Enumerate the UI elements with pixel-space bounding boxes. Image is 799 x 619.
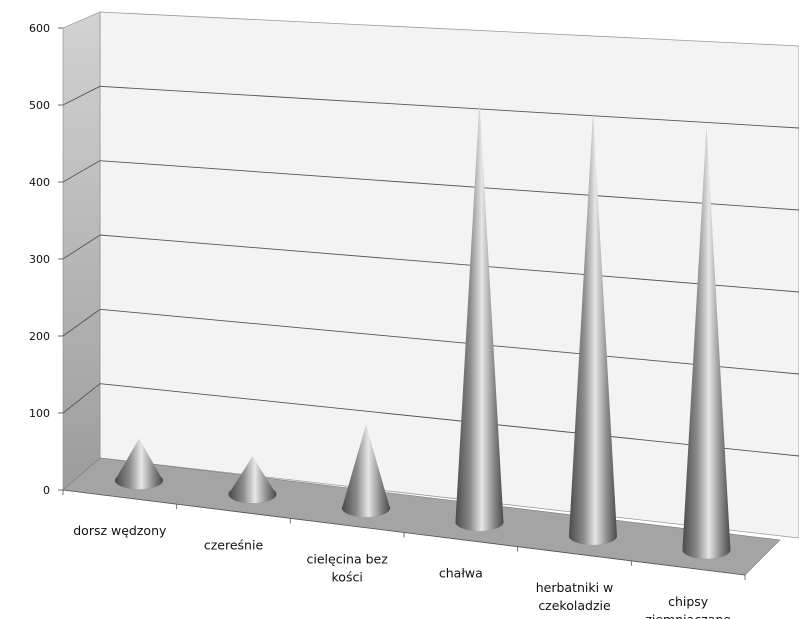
- y-tick-label: 200: [29, 330, 50, 343]
- gridline-side: [62, 160, 101, 183]
- y-tick-label: 400: [29, 176, 50, 189]
- gridline-side: [62, 383, 101, 414]
- gridline-back: [99, 85, 799, 129]
- x-axis-labels: dorsz wędzony czereśnie cielęcina bez kości…: [73, 523, 731, 619]
- gridlines: [62, 85, 799, 457]
- cone-bar: [114, 438, 163, 490]
- cone-bar: [568, 111, 617, 545]
- y-tick-label: 300: [29, 253, 50, 266]
- gridline-side: [62, 85, 101, 106]
- cone-body: [341, 424, 390, 518]
- y-tick-label: 500: [29, 99, 50, 112]
- chart-walls: [62, 11, 799, 539]
- y-axis-ticks: 0 100 200 300 400 500 600: [29, 22, 63, 497]
- cone-body: [455, 101, 504, 532]
- gridline-back: [99, 308, 799, 375]
- gridline-back: [99, 234, 799, 293]
- gridline-back: [99, 383, 799, 457]
- cone-series: [114, 101, 731, 559]
- cone-body: [228, 456, 277, 504]
- side-wall: [62, 11, 101, 491]
- x-category-label: dorsz wędzony: [73, 523, 167, 538]
- cone-bar: [455, 101, 504, 532]
- gridline-side: [62, 234, 101, 260]
- gridline-back: [99, 160, 799, 211]
- x-category-label: cielęcina bez kości: [307, 551, 389, 584]
- cone-bar: [341, 424, 390, 518]
- gridline-side: [62, 308, 101, 337]
- cone-bar: [228, 456, 277, 504]
- x-category-label: czereśnie: [204, 537, 264, 552]
- y-tick-label: 600: [29, 22, 50, 35]
- x-category-label: herbatniki w czekoladzie: [536, 580, 614, 613]
- x-category-label: chałwa: [439, 566, 483, 581]
- cone-body: [682, 125, 731, 559]
- cone-body: [568, 111, 617, 545]
- cone-body: [114, 438, 163, 490]
- x-category-label: chipsyziemniaczane: [645, 594, 731, 619]
- y-tick-label: 0: [43, 484, 50, 497]
- y-tick-label: 100: [29, 407, 50, 420]
- cone-bar: [682, 125, 731, 559]
